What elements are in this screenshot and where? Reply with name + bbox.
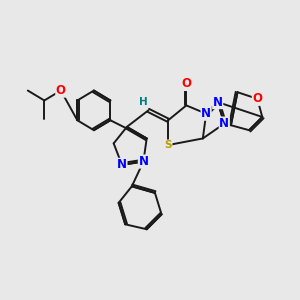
Text: N: N (213, 96, 223, 109)
Text: N: N (219, 117, 229, 130)
Text: O: O (181, 77, 191, 91)
Text: O: O (56, 84, 66, 97)
Text: H: H (139, 97, 148, 107)
Text: N: N (117, 158, 127, 171)
Text: O: O (252, 92, 262, 105)
Text: S: S (164, 140, 172, 150)
Text: N: N (138, 155, 148, 168)
Text: N: N (201, 107, 211, 120)
